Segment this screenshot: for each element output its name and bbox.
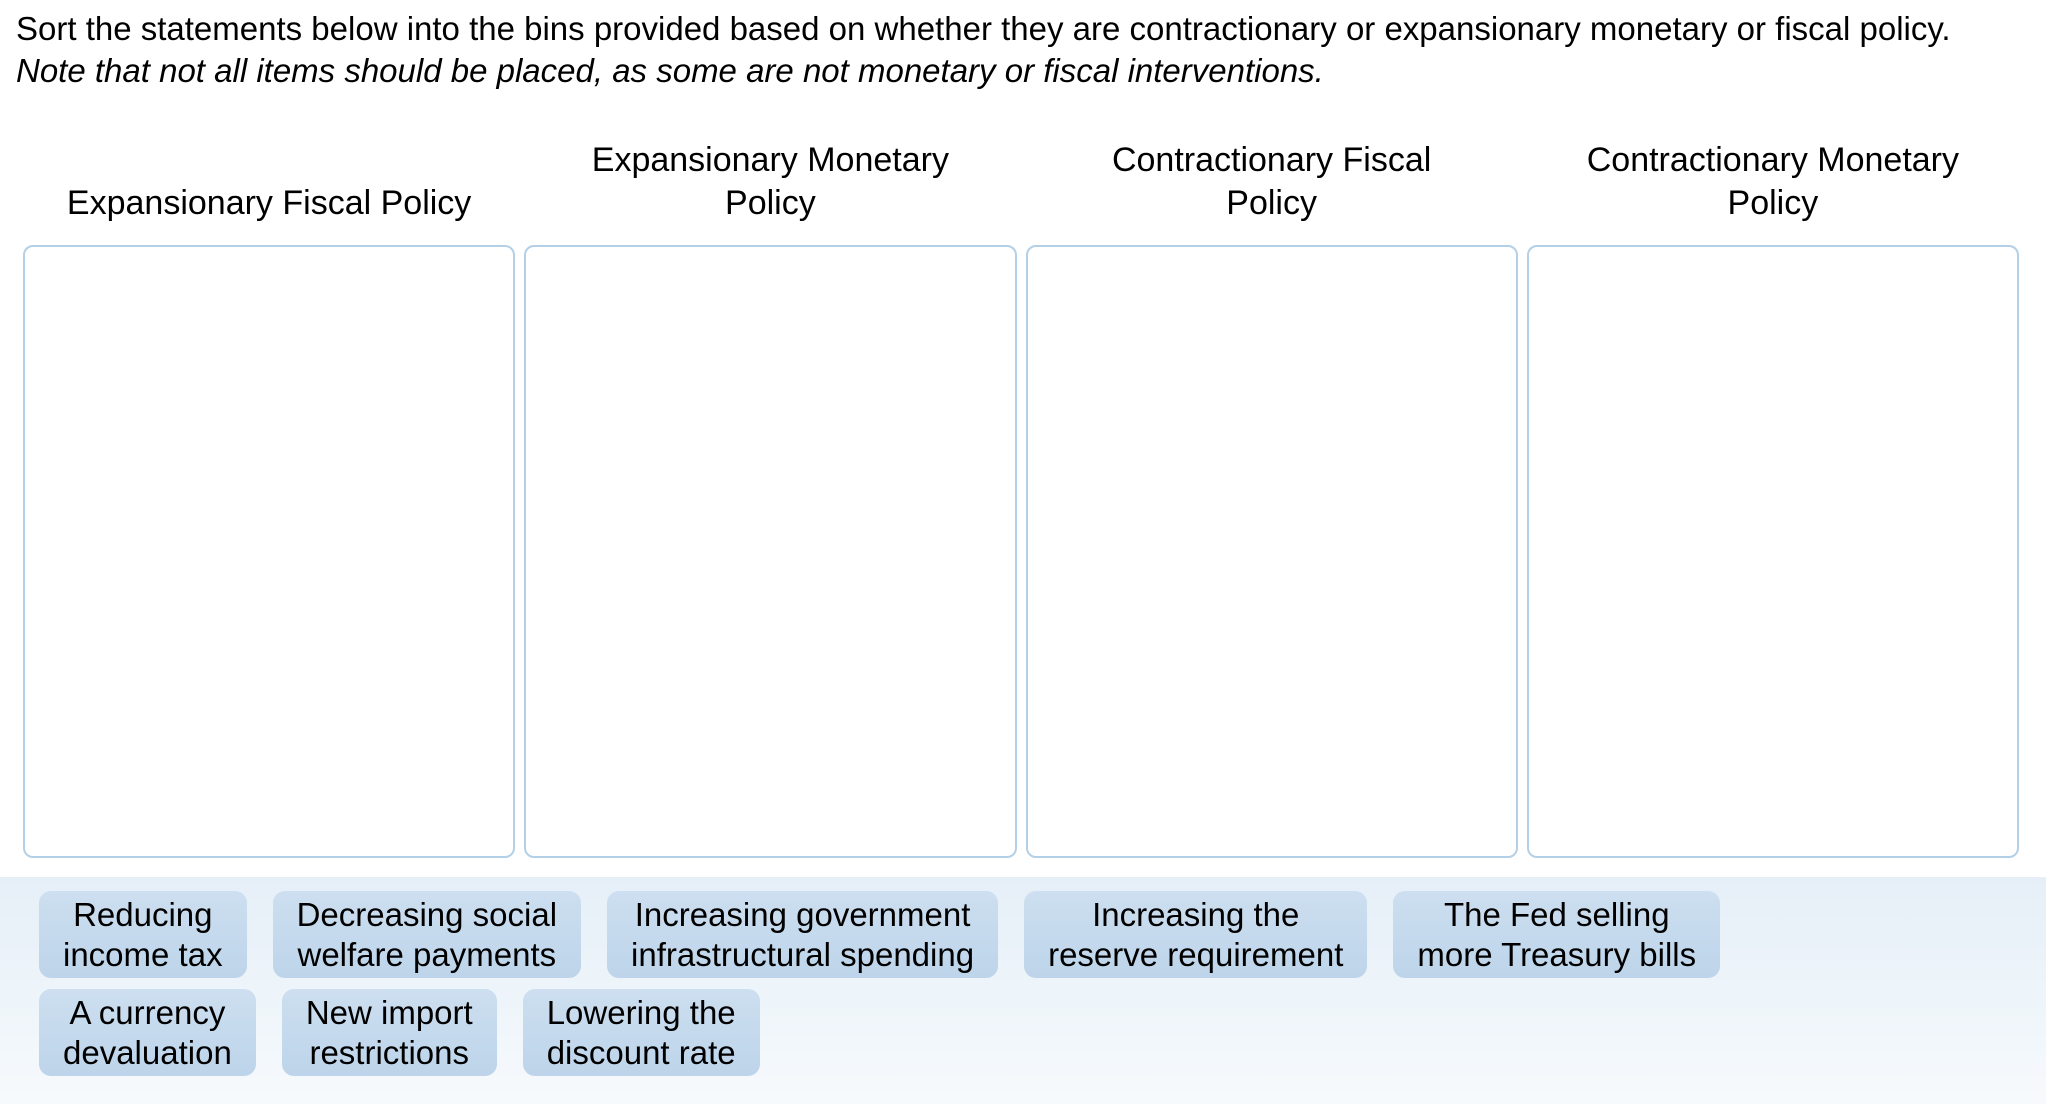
- dropzone-expansionary-monetary[interactable]: [524, 245, 1017, 858]
- instructions-normal: Sort the statements below into the bins …: [16, 10, 1951, 47]
- instructions-note: Note that not all items should be placed…: [16, 51, 1324, 89]
- draggable-item-discount-rate[interactable]: Lowering the discount rate: [522, 989, 760, 1077]
- dropzone-contractionary-monetary[interactable]: [1526, 245, 2019, 858]
- tray-row-2: A currency devaluation New import restri…: [0, 978, 2046, 1077]
- draggable-item-currency-devaluation[interactable]: A currency devaluation: [39, 989, 256, 1077]
- item-tray: Reducing income tax Decreasing social we…: [0, 877, 2046, 1104]
- bin-title-expansionary-monetary: Expansionary Monetary Policy: [591, 141, 949, 222]
- instructions-text: Sort the statements below into the bins …: [16, 8, 1961, 92]
- bin-title-expansionary-fiscal: Expansionary Fiscal Policy: [66, 183, 472, 222]
- bin-expansionary-fiscal: Expansionary Fiscal Policy: [23, 140, 516, 858]
- bin-contractionary-monetary: Contractionary Monetary Policy: [1526, 140, 2019, 858]
- dropzone-expansionary-fiscal[interactable]: [23, 245, 516, 858]
- bin-title-contractionary-fiscal: Contractionary Fiscal Policy: [1111, 141, 1432, 222]
- bin-expansionary-monetary: Expansionary Monetary Policy: [524, 140, 1017, 858]
- draggable-item-reducing-income-tax[interactable]: Reducing income tax: [39, 891, 247, 979]
- draggable-item-decreasing-welfare[interactable]: Decreasing social welfare payments: [272, 891, 582, 979]
- draggable-item-infrastructure-spending[interactable]: Increasing government infrastructural sp…: [607, 891, 999, 979]
- bin-contractionary-fiscal: Contractionary Fiscal Policy: [1025, 140, 1518, 858]
- dropzone-contractionary-fiscal[interactable]: [1025, 245, 1518, 858]
- bins-area: Expansionary Fiscal Policy Expansionary …: [23, 140, 2019, 858]
- draggable-item-import-restrictions[interactable]: New import restrictions: [281, 989, 497, 1077]
- tray-row-1: Reducing income tax Decreasing social we…: [0, 877, 2046, 979]
- draggable-item-fed-selling-bills[interactable]: The Fed selling more Treasury bills: [1393, 891, 1721, 979]
- bin-title-contractionary-monetary: Contractionary Monetary Policy: [1586, 141, 1960, 222]
- draggable-item-reserve-requirement[interactable]: Increasing the reserve requirement: [1024, 891, 1368, 979]
